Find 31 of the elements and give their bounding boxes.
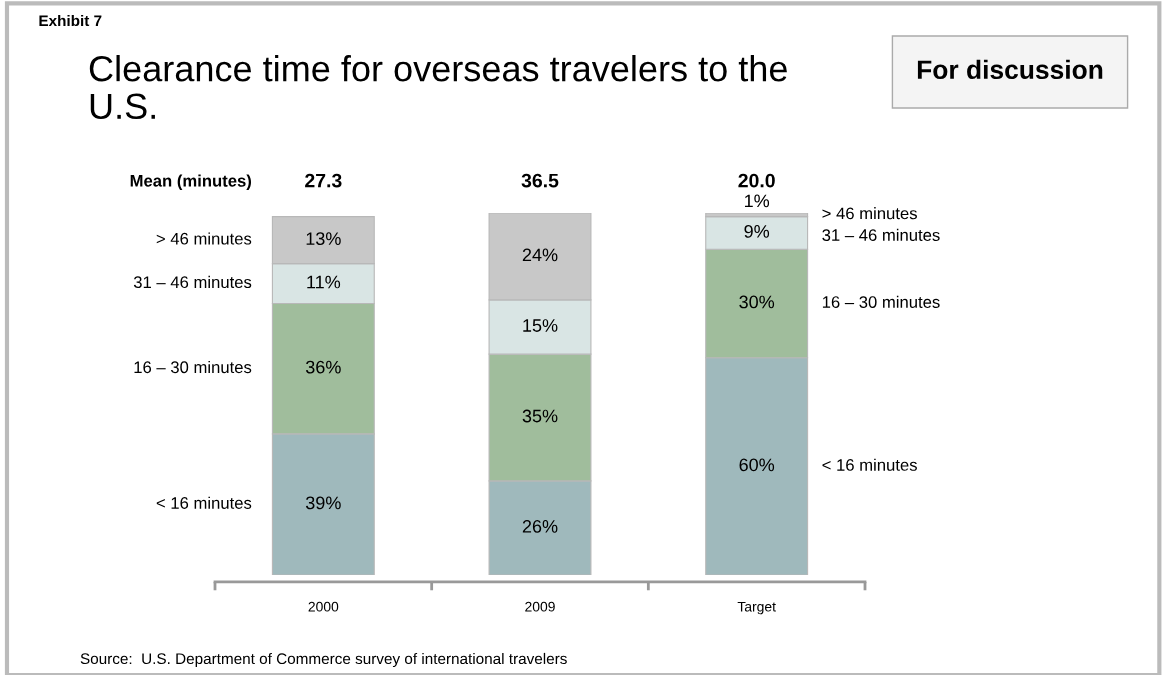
data-label: 13% <box>306 232 341 245</box>
text: 16 – 30 minutes <box>134 360 252 374</box>
data-label: 39% <box>305 496 341 510</box>
x-tick-label: Target <box>737 601 776 615</box>
text: > 46 minutes <box>156 232 252 245</box>
text: For discussion <box>917 59 1103 80</box>
text: 27.3 <box>305 173 342 188</box>
x-tick-label: 2000 <box>308 601 339 612</box>
data-label: 30% <box>739 295 775 309</box>
text: Exhibit 7 <box>39 14 102 27</box>
data-label: 15% <box>523 319 558 332</box>
data-label: 36% <box>305 360 341 374</box>
data-label: 35% <box>522 409 558 423</box>
data-label: 11% <box>307 275 341 289</box>
series-label: < 16 minutes <box>822 458 917 471</box>
series-label: 31 – 46 minutes <box>822 228 940 241</box>
text: Mean (minutes) <box>130 174 252 190</box>
data-label: 26% <box>522 520 558 533</box>
data-label: 9% <box>744 224 770 238</box>
data-label: 60% <box>739 458 775 472</box>
x-tick-label: 2009 <box>525 601 555 612</box>
text: 20.0 <box>738 173 775 188</box>
text: 31 – 46 minutes <box>133 275 252 289</box>
text: 36.5 <box>521 173 559 188</box>
source-note: Source: U.S. Department of Commerce survey of international travelers <box>80 652 567 668</box>
series-label: > 46 minutes <box>822 207 917 220</box>
data-label: 24% <box>522 248 558 262</box>
chart-title: Clearance time for overseas travelers to the U.S. <box>89 55 787 120</box>
text: < 16 minutes <box>156 496 252 509</box>
data-label: 1% <box>745 194 770 208</box>
series-label: 16 – 30 minutes <box>822 295 940 308</box>
